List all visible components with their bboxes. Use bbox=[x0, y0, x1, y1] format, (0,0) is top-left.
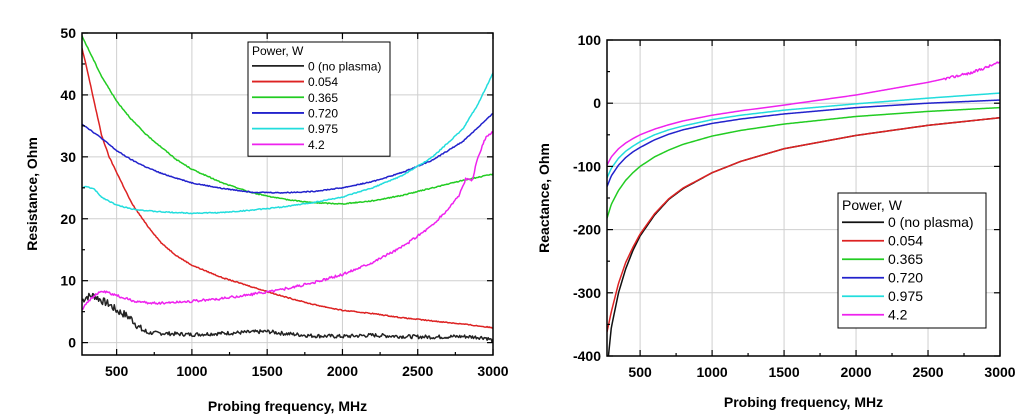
y-tick-label: -200 bbox=[573, 222, 601, 238]
legend-label-5: 4.2 bbox=[308, 138, 325, 152]
legend-title: Power, W bbox=[842, 197, 903, 213]
x-tick-label: 1500 bbox=[768, 364, 799, 380]
x-tick-label: 3000 bbox=[477, 363, 508, 379]
y-tick-label: 10 bbox=[60, 273, 76, 289]
y-tick-label: -100 bbox=[573, 158, 601, 174]
legend-title: Power, W bbox=[252, 44, 304, 58]
legend-label-4: 0.975 bbox=[308, 122, 338, 136]
figure: 500 1000 1500 2000 2500 300001020304050Probin… bbox=[0, 0, 1029, 419]
y-tick-label: 30 bbox=[60, 149, 76, 165]
legend-label-3: 0.720 bbox=[888, 269, 923, 285]
x-tick-label: 1000 bbox=[176, 363, 207, 379]
y-tick-label: -300 bbox=[573, 285, 601, 301]
legend-label-0: 0 (no plasma) bbox=[888, 214, 974, 230]
x-tick-label: 2500 bbox=[402, 363, 433, 379]
y-tick-label: 0 bbox=[68, 335, 76, 351]
y-tick-label: 40 bbox=[60, 87, 76, 103]
x-tick-label: 2000 bbox=[840, 364, 871, 380]
x-tick-label: 500 bbox=[105, 363, 129, 379]
y-tick-label: 20 bbox=[60, 211, 76, 227]
x-tick-label: 2500 bbox=[912, 364, 943, 380]
y-tick-label: 50 bbox=[60, 25, 76, 41]
x-axis-title: Probing frequency, MHz bbox=[208, 398, 367, 414]
x-tick-label: 2000 bbox=[327, 363, 358, 379]
x-tick-label: 500 bbox=[628, 364, 652, 380]
x-tick-label: 1000 bbox=[697, 364, 728, 380]
legend-label-3: 0.720 bbox=[308, 106, 338, 120]
y-tick-label: 100 bbox=[578, 32, 602, 48]
legend-label-5: 4.2 bbox=[888, 306, 908, 322]
y-tick-label: 0 bbox=[593, 95, 601, 111]
reactance-chart: 500 1000 1500 2000 2500 3000-400-300-200-1000… bbox=[536, 32, 1016, 410]
legend-label-0: 0 (no plasma) bbox=[308, 59, 381, 73]
legend-label-1: 0.054 bbox=[308, 75, 338, 89]
legend-label-4: 0.975 bbox=[888, 288, 923, 304]
x-axis-title: Probing frequency, MHz bbox=[724, 394, 883, 410]
legend-label-2: 0.365 bbox=[308, 91, 338, 105]
x-tick-label: 3000 bbox=[984, 364, 1015, 380]
y-tick-label: -400 bbox=[573, 348, 601, 364]
legend-label-1: 0.054 bbox=[888, 232, 923, 248]
resistance-chart: 500 1000 1500 2000 2500 3000 0 10 20 30 40 50 Probin… bbox=[24, 25, 509, 414]
x-tick-label: 1500 bbox=[252, 363, 283, 379]
legend-label-2: 0.365 bbox=[888, 251, 923, 267]
y-axis-title: Reactance, Ohm bbox=[536, 143, 552, 253]
legend: Power, W0 (no plasma) 0.054 0.365 0.720 0.97… bbox=[838, 193, 986, 328]
y-axis-title: Resistance, Ohm bbox=[24, 137, 40, 251]
